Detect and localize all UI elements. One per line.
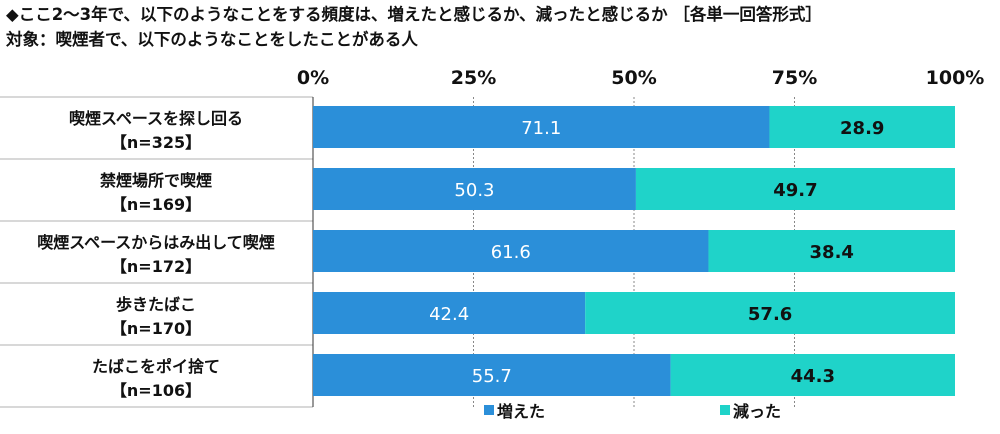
bar-increased (313, 230, 709, 272)
legend-swatch (484, 405, 494, 415)
bar-increased (313, 106, 770, 148)
data-label: 28.9 (840, 118, 884, 139)
category-label: 禁煙場所で喫煙 (100, 171, 212, 190)
chart-title: ◆ここ2～3年で、以下のようなことをする頻度は、増えたと感じるか、減ったと感じる… (6, 5, 822, 24)
category-n-label: 【n=169】 (111, 195, 201, 214)
data-label: 42.4 (429, 304, 469, 325)
bar-increased (313, 292, 586, 334)
data-label: 55.7 (472, 366, 512, 387)
category-n-label: 【n=172】 (111, 257, 201, 276)
legend-swatch (720, 405, 730, 415)
x-tick-label: 0% (297, 67, 329, 89)
bar-decreased (585, 292, 955, 334)
category-n-label: 【n=325】 (111, 133, 201, 152)
category-n-label: 【n=106】 (111, 381, 201, 400)
data-label: 71.1 (521, 118, 561, 139)
legend-label: 増えた (497, 402, 545, 421)
category-label: たばこをポイ捨て (92, 357, 220, 376)
x-tick-label: 75% (772, 67, 817, 89)
category-n-label: 【n=170】 (111, 319, 201, 338)
data-label: 44.3 (791, 366, 835, 387)
data-label: 38.4 (810, 242, 854, 263)
data-label: 50.3 (454, 180, 494, 201)
category-label: 喫煙スペースを探し回る (69, 109, 243, 128)
bar-increased (313, 354, 671, 396)
data-label: 49.7 (773, 180, 817, 201)
legend-label: 減った (733, 402, 781, 421)
x-tick-label: 25% (451, 67, 496, 89)
bar-decreased (670, 354, 955, 396)
bar-decreased (635, 168, 955, 210)
chart-subtitle: 対象：喫煙者で、以下のようなことをしたことがある人 (6, 30, 418, 49)
bar-increased (313, 168, 636, 210)
data-label: 61.6 (491, 242, 531, 263)
bar-decreased (708, 230, 955, 272)
category-label: 歩きたばこ (116, 295, 196, 314)
x-tick-label: 100% (926, 67, 985, 89)
category-label: 喫煙スペースからはみ出して喫煙 (37, 233, 275, 252)
data-label: 57.6 (748, 304, 792, 325)
bar-decreased (769, 106, 955, 148)
x-tick-label: 50% (611, 67, 656, 89)
